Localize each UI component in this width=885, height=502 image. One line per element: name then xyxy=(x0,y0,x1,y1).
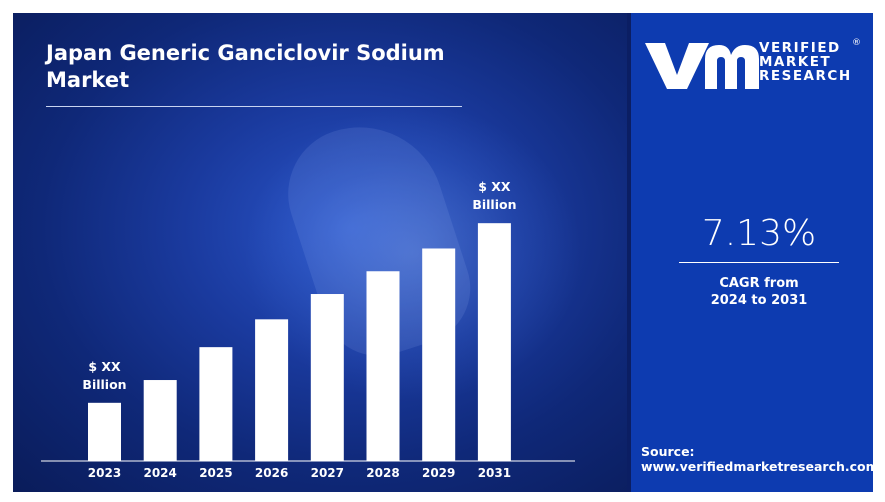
info-panel: VERIFIED MARKET RESEARCH ® 7.13% CAGR fr… xyxy=(631,13,879,492)
brand-line-3: RESEARCH xyxy=(759,68,852,84)
cagr-value: 7.13% xyxy=(701,213,817,254)
bar-2024 xyxy=(143,380,177,461)
bar-chart: 2023 $ XX Billion 2024 2025 2026 2027 2028 2029 2… xyxy=(41,179,575,480)
brand-line-2: MARKET xyxy=(759,54,832,70)
registered-mark: ® xyxy=(852,38,861,48)
cagr-label: CAGR from 2024 to 2031 xyxy=(679,275,839,309)
cagr-divider xyxy=(679,262,839,263)
cagr-label-line-1: CAGR from xyxy=(719,276,799,291)
bar-2026 xyxy=(255,319,289,461)
bar-2025 xyxy=(199,347,233,461)
data-label: $ XX xyxy=(88,359,121,374)
x-tick-label: 2031 xyxy=(478,466,511,480)
bar-2029 xyxy=(422,248,456,461)
background-glow xyxy=(243,103,583,403)
title-underline xyxy=(46,106,462,107)
brand-line-1: VERIFIED xyxy=(759,40,841,56)
bar-2031 xyxy=(477,223,511,461)
source-url: www.verifiedmarketresearch.com xyxy=(641,459,879,474)
x-tick-label: 2029 xyxy=(422,466,455,480)
data-label: Billion xyxy=(472,197,516,212)
x-tick-label: 2024 xyxy=(143,466,176,480)
x-tick-label: 2023 xyxy=(88,466,121,480)
bar-2028 xyxy=(366,271,400,461)
cagr-label-line-2: 2024 to 2031 xyxy=(710,293,808,308)
x-tick-label: 2028 xyxy=(366,466,399,480)
chart-title: Japan Generic Ganciclovir Sodium Market xyxy=(46,41,445,92)
source-label: Source: xyxy=(641,444,695,459)
x-tick-label: 2026 xyxy=(255,466,288,480)
data-label: Billion xyxy=(82,377,126,392)
x-tick-label: 2025 xyxy=(199,466,232,480)
bar-2023 xyxy=(88,402,121,461)
vmr-logo-icon xyxy=(645,43,759,89)
bar-2027 xyxy=(310,294,344,461)
x-tick-label: 2027 xyxy=(311,466,344,480)
infographic-frame: Japan Generic Ganciclovir Sodium Market … xyxy=(13,13,879,492)
chart-panel: Japan Generic Ganciclovir Sodium Market … xyxy=(13,13,627,492)
data-label: $ XX xyxy=(478,179,511,194)
brand-name: VERIFIED MARKET RESEARCH xyxy=(759,41,852,83)
